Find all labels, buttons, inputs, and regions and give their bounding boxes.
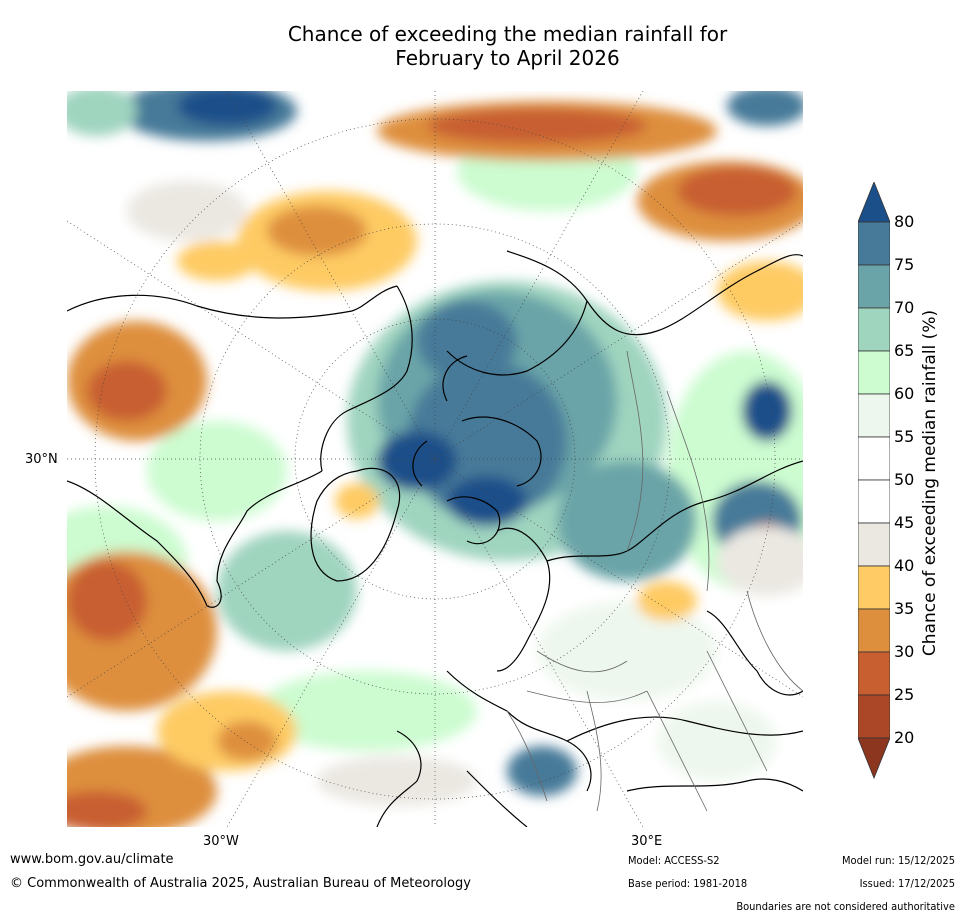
colorbar-segment (858, 307, 890, 352)
colorbar-segment (858, 694, 890, 739)
colorbar-segment (858, 221, 890, 266)
borders (506, 350, 803, 812)
colorbar-segment (858, 608, 890, 653)
colorbar-title: Chance of exceeding median rainfall (%) (920, 309, 940, 657)
colorbar-tick-label: 55 (894, 427, 915, 446)
footer-model-run: Model run: 15/12/2025 (842, 854, 955, 867)
colorbar-tick-label: 30 (894, 642, 915, 661)
map-title: Chance of exceeding the median rainfall … (0, 22, 965, 70)
footer-url[interactable]: www.bom.gov.au/climate (10, 852, 174, 867)
colorbar-segment (858, 651, 890, 696)
map-svg (67, 91, 803, 827)
title-line-2: February to April 2026 (395, 46, 620, 70)
colorbar-tick-label: 25 (894, 685, 915, 704)
colorbar-segment (858, 565, 890, 610)
graticule (67, 91, 803, 827)
colorbar-segment (858, 436, 890, 481)
colorbar-segment (858, 350, 890, 395)
colorbar-tick-label: 70 (894, 298, 915, 317)
colorbar-extend-bottom (858, 737, 890, 780)
colorbar-tick-label: 50 (894, 470, 915, 489)
colorbar-tick-label: 65 (894, 341, 915, 360)
colorbar-tick-label: 45 (894, 513, 915, 532)
colorbar-tick-label: 60 (894, 384, 915, 403)
colorbar-segment (858, 522, 890, 567)
colorbar-tick-label: 75 (894, 255, 915, 274)
rainfall-map (67, 91, 803, 827)
colorbar-tick-label: 80 (894, 212, 915, 231)
colorbar-segment (858, 393, 890, 438)
lon-label-30e: 30°E (631, 834, 663, 849)
footer-base-period: Base period: 1981-2018 (628, 877, 748, 890)
footer-issued: Issued: 17/12/2025 (859, 877, 955, 890)
title-line-1: Chance of exceeding the median rainfall … (287, 22, 728, 46)
colorbar (858, 182, 890, 780)
coastlines (67, 250, 803, 827)
footer-copyright: © Commonwealth of Australia 2025, Austra… (10, 876, 471, 891)
colorbar-extend-top (858, 182, 890, 223)
lon-label-30w: 30°W (203, 834, 239, 849)
colorbar-tick-label: 35 (894, 599, 915, 618)
lat-label-30n: 30°N (25, 452, 58, 467)
footer-model: Model: ACCESS-S2 (628, 854, 720, 867)
footer-disclaimer: Boundaries are not considered authoritat… (736, 900, 955, 913)
colorbar-segment (858, 264, 890, 309)
colorbar-tick-label: 20 (894, 728, 915, 747)
colorbar-segment (858, 479, 890, 524)
colorbar-tick-label: 40 (894, 556, 915, 575)
